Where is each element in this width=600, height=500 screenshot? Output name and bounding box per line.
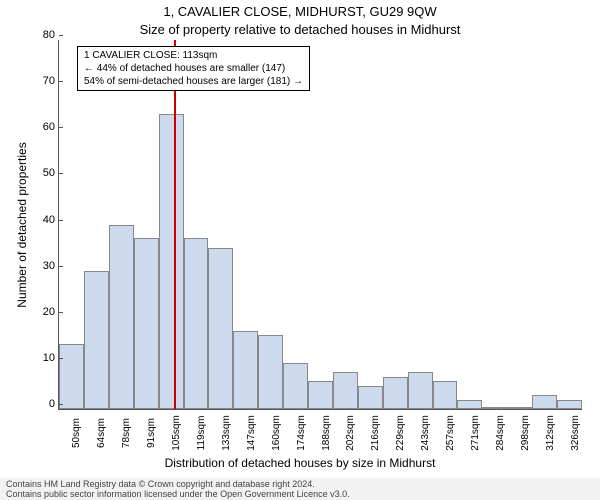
x-tick: 326sqm [570, 415, 581, 451]
histogram-bar [482, 407, 507, 409]
chart-title-main: 1, CAVALIER CLOSE, MIDHURST, GU29 9QW [0, 4, 600, 19]
histogram-bar [283, 363, 308, 409]
y-tick: 20 [19, 306, 59, 318]
y-tick: 10 [19, 352, 59, 364]
info-box-line: 1 CAVALIER CLOSE: 113sqm [84, 49, 303, 62]
chart-title-sub: Size of property relative to detached ho… [0, 22, 600, 37]
x-tick: 284sqm [495, 415, 506, 451]
y-tick: 30 [19, 260, 59, 272]
histogram-bar [433, 381, 458, 409]
histogram-bar [358, 386, 383, 409]
x-tick: 147sqm [246, 415, 257, 451]
x-tick: 202sqm [345, 415, 356, 451]
info-box-line: ← 44% of detached houses are smaller (14… [84, 62, 303, 75]
histogram-bar [208, 248, 233, 409]
histogram-bar [258, 335, 283, 409]
plot-area: 0102030405060708050sqm64sqm78sqm91sqm105… [58, 40, 582, 410]
y-tick: 70 [19, 75, 59, 87]
histogram-bar [109, 225, 134, 410]
info-box-line: 54% of semi-detached houses are larger (… [84, 75, 303, 88]
x-tick: 64sqm [96, 418, 107, 448]
y-tick: 80 [19, 29, 59, 41]
chart-container: 1, CAVALIER CLOSE, MIDHURST, GU29 9QW Si… [0, 0, 600, 500]
x-tick: 243sqm [420, 415, 431, 451]
x-tick: 119sqm [196, 416, 207, 451]
y-tick: 50 [19, 167, 59, 179]
x-tick: 312sqm [545, 415, 556, 451]
x-tick: 91sqm [146, 418, 157, 448]
x-axis-label: Distribution of detached houses by size … [0, 456, 600, 470]
histogram-bar [507, 407, 532, 409]
histogram-bar [333, 372, 358, 409]
x-tick: 78sqm [121, 418, 132, 448]
x-tick: 229sqm [395, 415, 406, 451]
histogram-bar [84, 271, 109, 409]
x-tick: 133sqm [221, 415, 232, 451]
histogram-bar [557, 400, 582, 409]
y-tick: 40 [19, 214, 59, 226]
histogram-bar [233, 331, 258, 409]
x-tick: 257sqm [445, 415, 456, 451]
x-tick: 188sqm [321, 415, 332, 451]
info-box: 1 CAVALIER CLOSE: 113sqm← 44% of detache… [77, 46, 310, 91]
footer-attribution: Contains HM Land Registry data © Crown c… [0, 478, 600, 500]
histogram-bar [532, 395, 557, 409]
x-tick: 50sqm [71, 418, 82, 448]
x-tick: 160sqm [271, 415, 282, 451]
x-tick: 105sqm [171, 415, 182, 451]
histogram-bar [383, 377, 408, 409]
histogram-bar [134, 238, 159, 409]
histogram-bar [159, 114, 184, 409]
histogram-bar [59, 344, 84, 409]
y-tick: 0 [19, 398, 59, 410]
footer-line2: Contains public sector information licen… [6, 490, 594, 500]
histogram-bar [408, 372, 433, 409]
y-tick: 60 [19, 121, 59, 133]
x-tick: 271sqm [470, 415, 481, 451]
histogram-bar [184, 238, 209, 409]
histogram-bar [457, 400, 482, 409]
x-tick: 216sqm [370, 415, 381, 451]
property-marker-line [174, 40, 176, 409]
histogram-bar [308, 381, 333, 409]
x-tick: 174sqm [296, 415, 307, 451]
x-tick: 298sqm [520, 415, 531, 451]
